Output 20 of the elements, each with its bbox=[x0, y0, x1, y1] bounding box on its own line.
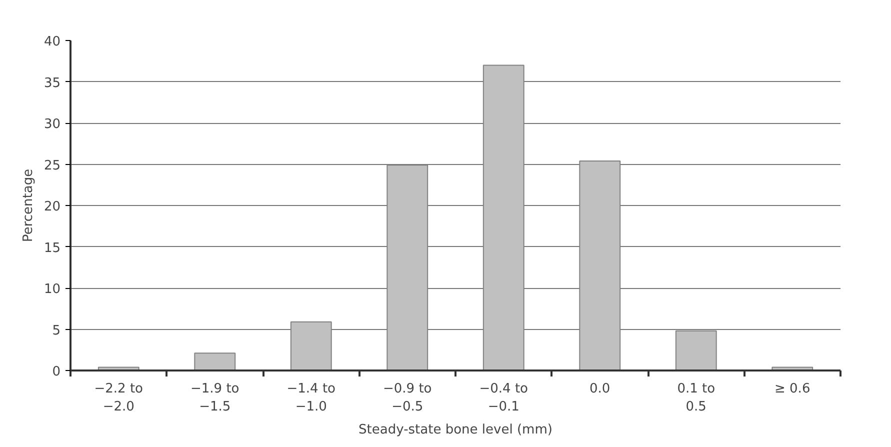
y-tick-label: 30 bbox=[44, 117, 61, 132]
y-tick-label: 0 bbox=[52, 364, 61, 380]
x-tick-label: −0.4 to −0.1 bbox=[479, 382, 528, 414]
y-tick-label: 5 bbox=[52, 323, 61, 338]
x-tick-label: −0.9 to −0.5 bbox=[383, 382, 432, 414]
y-tick-label: 35 bbox=[44, 76, 61, 91]
y-tick-label: 40 bbox=[44, 34, 61, 50]
bar bbox=[194, 352, 236, 370]
y-tick-label: 20 bbox=[44, 200, 61, 214]
x-axis-title: Steady-state bone level (mm) bbox=[358, 422, 552, 438]
x-tick-label: 0.0 bbox=[590, 382, 610, 396]
y-axis-title: Percentage bbox=[20, 168, 36, 242]
x-tick-label: −1.9 to −1.5 bbox=[190, 382, 240, 414]
y-tick-label: 10 bbox=[44, 282, 61, 297]
x-tick-label: ≥ 0.6 bbox=[774, 382, 810, 396]
x-tick-label: −2.2 to −2.0 bbox=[94, 382, 144, 414]
y-tick-label: 25 bbox=[44, 158, 61, 174]
x-tick-label: 0.1 to 0.5 bbox=[677, 382, 716, 414]
y-tick-label: 15 bbox=[44, 240, 61, 256]
x-tick-label: −1.4 to −1.0 bbox=[286, 382, 336, 414]
